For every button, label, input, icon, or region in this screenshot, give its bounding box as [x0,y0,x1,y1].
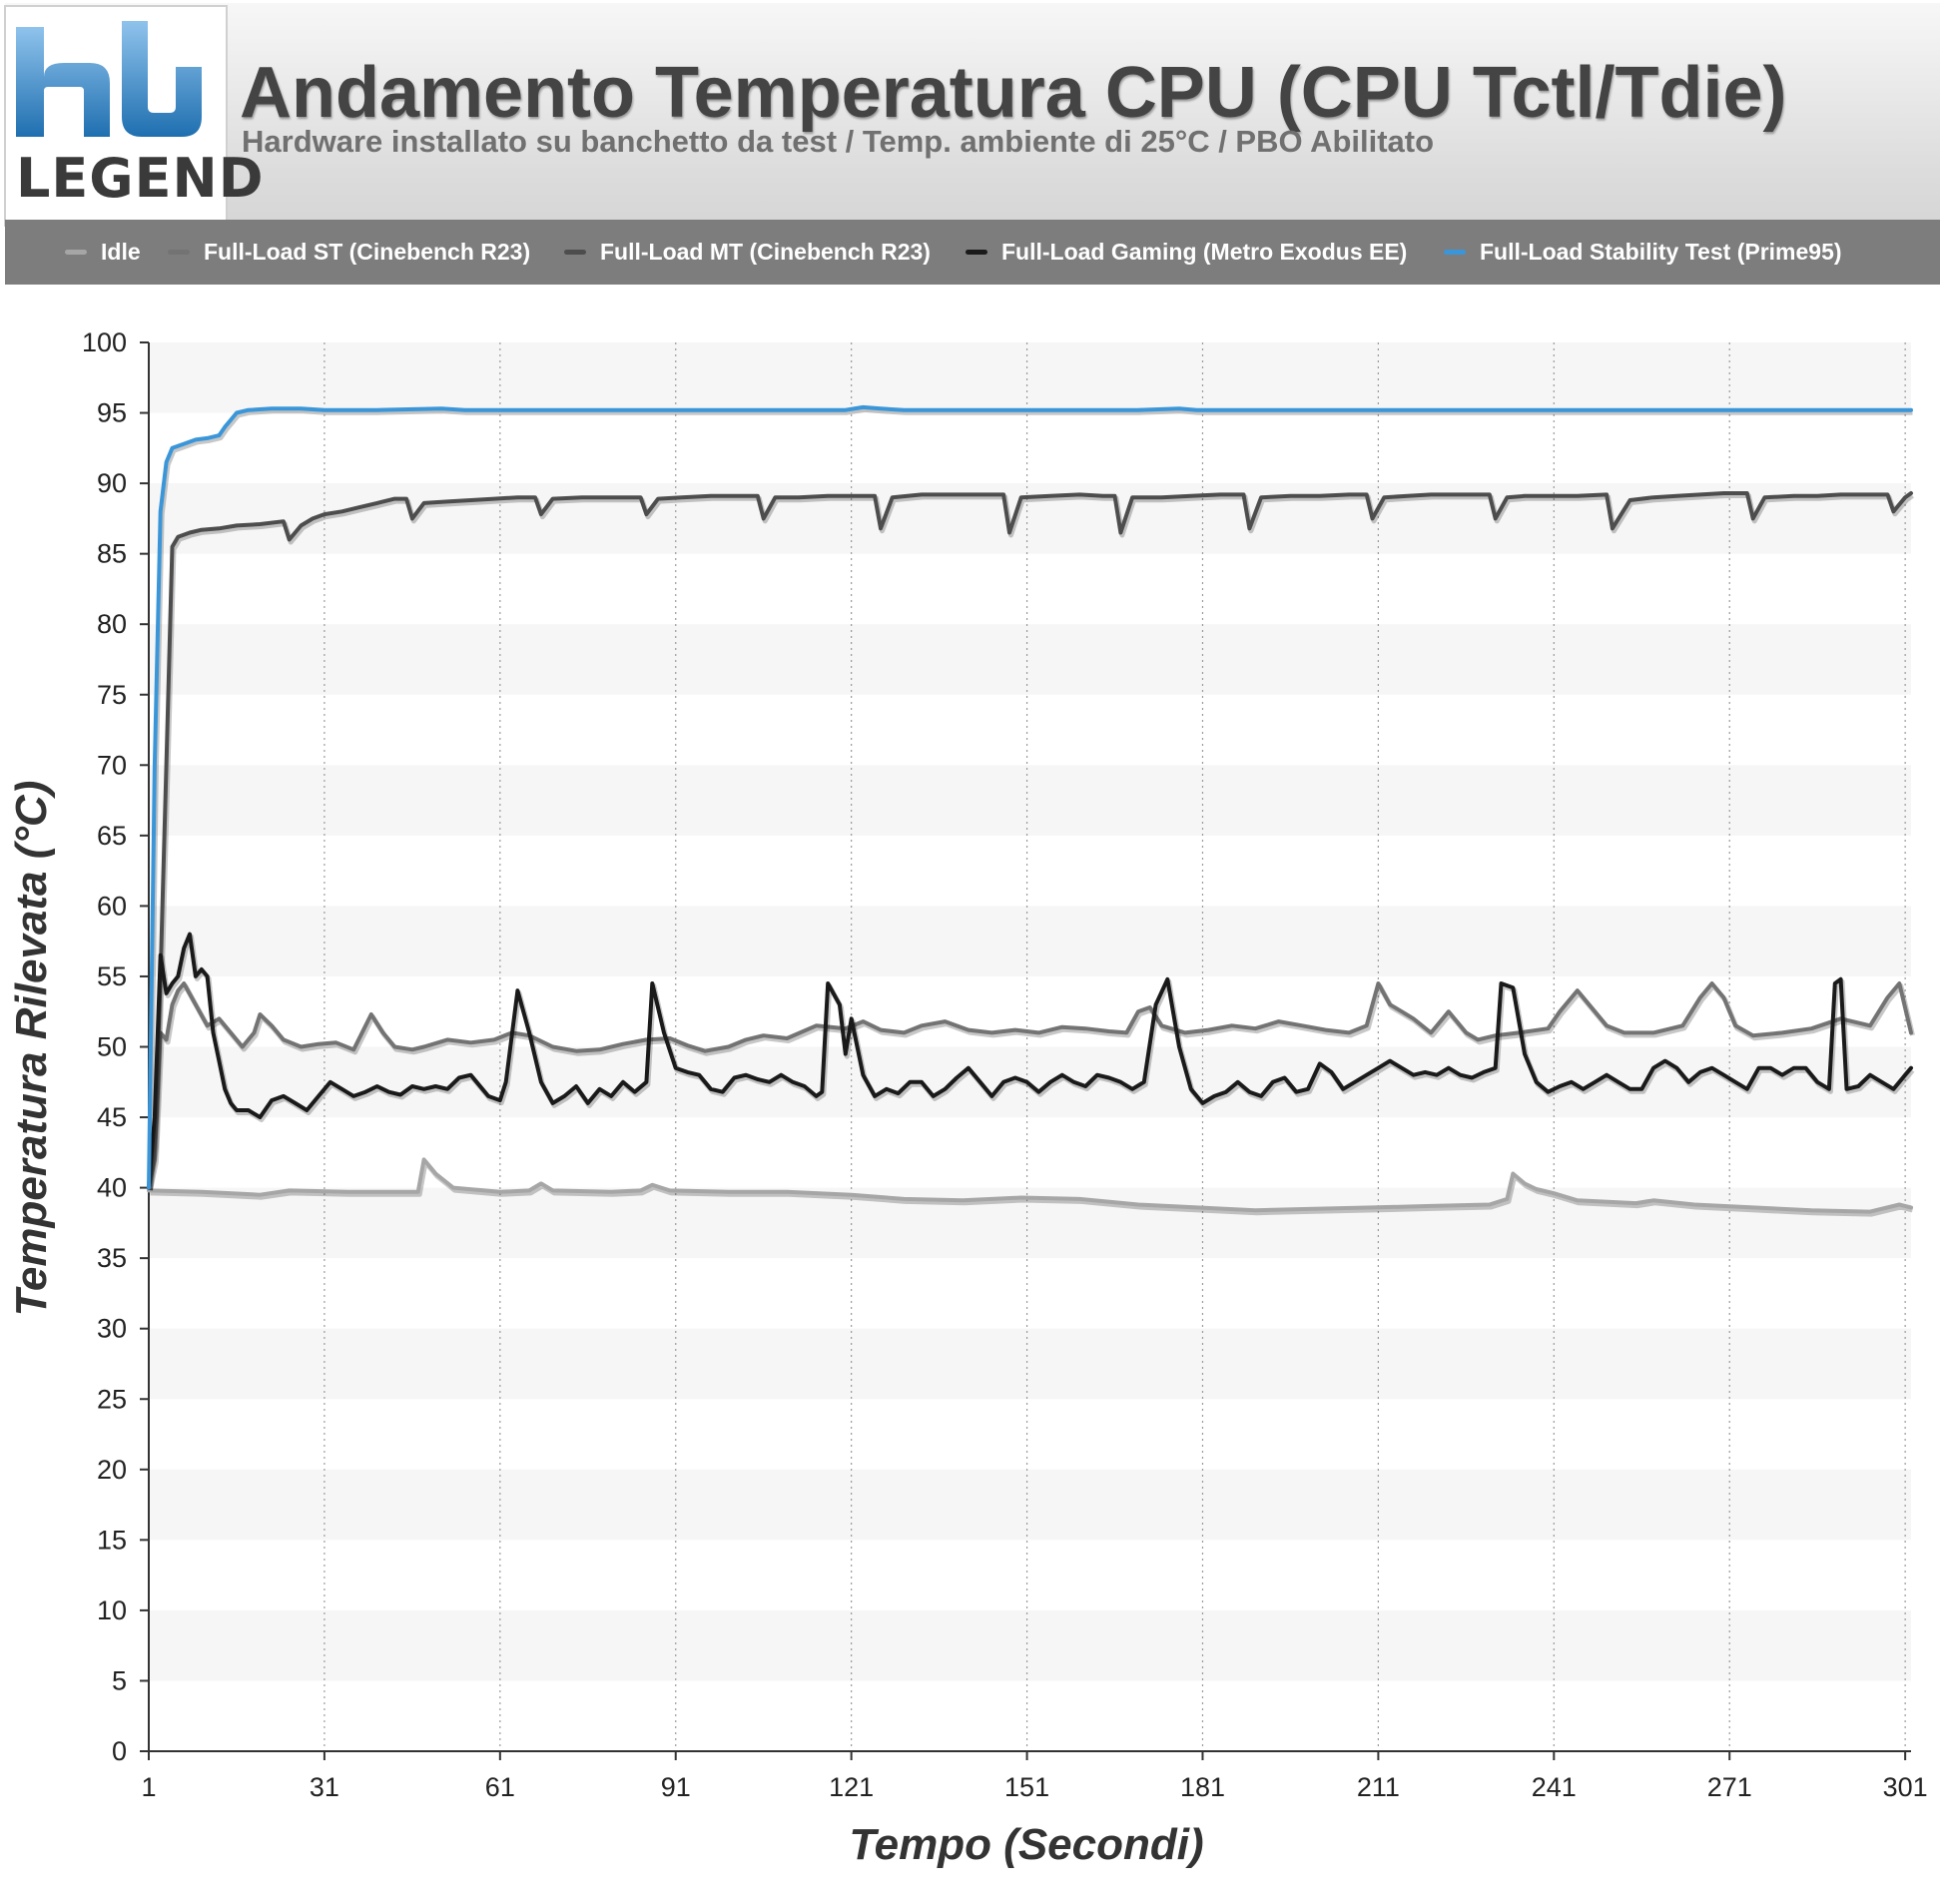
plot-band [149,1609,1911,1681]
chart-title: Andamento Temperatura CPU (CPU Tctl/Tdie… [240,53,1787,133]
y-tick-label: 5 [112,1665,127,1695]
x-tick-label: 271 [1707,1772,1752,1802]
legend-label-gaming: Full-Load Gaming (Metro Exodus EE) [1001,239,1408,265]
legend-label-mt: Full-Load MT (Cinebench R23) [600,239,931,265]
legend-item-gaming: Full-Load Gaming (Metro Exodus EE) [966,220,1407,285]
x-tick-label: 151 [1004,1772,1049,1802]
legend-label-prime95: Full-Load Stability Test (Prime95) [1480,239,1842,265]
logo-mark-icon [16,21,202,137]
x-tick-label: 91 [661,1772,691,1802]
y-tick-label: 95 [97,398,127,428]
series-line-2 [147,491,1913,1190]
series-lines [147,404,1915,1217]
x-axis-ticks: 1 31 61 91 121 151 181 211 241 271 301 [141,1751,1928,1802]
legend-swatch-idle [65,250,87,255]
x-tick-label: 31 [310,1772,339,1802]
x-tick-label: 61 [485,1772,515,1802]
y-tick-label: 25 [97,1384,127,1414]
legend-swatch-mt [564,250,586,255]
y-tick-label: 100 [82,327,127,357]
legend-swatch-st [168,250,190,255]
series-line-1 [147,981,1913,1190]
y-tick-label: 45 [97,1102,127,1132]
plot-band [149,1469,1911,1541]
series-line-4 [147,404,1913,1190]
legend-swatch-prime95 [1444,250,1466,255]
y-tick-label: 85 [97,539,127,569]
legend-swatch-gaming [966,250,987,255]
vertical-gridlines [324,342,1906,1751]
plot-band [149,624,1911,695]
y-tick-label: 65 [97,821,127,851]
y-tick-label: 10 [97,1595,127,1625]
plot-band [149,765,1911,836]
x-tick-label: 301 [1883,1772,1928,1802]
x-tick-label: 121 [829,1772,874,1802]
x-tick-label: 181 [1180,1772,1225,1802]
x-tick-label: 1 [141,1772,156,1802]
y-tick-label: 30 [97,1314,127,1344]
y-axis-ticks: 0 5 10 15 20 25 30 35 40 45 50 55 60 65 70 75 80 85 90 95 10… [82,327,149,1766]
y-tick-label: 15 [97,1525,127,1555]
legend-label-st: Full-Load ST (Cinebench R23) [204,239,531,265]
x-axis-title: Tempo (Secondi) [849,1820,1203,1869]
legend: Idle Full-Load ST (Cinebench R23) Full-L… [5,220,1940,285]
y-tick-label: 80 [97,609,127,639]
series-line-0 [147,1157,1913,1214]
x-tick-label: 241 [1532,1772,1577,1802]
y-tick-label: 75 [97,680,127,710]
legend-item-st: Full-Load ST (Cinebench R23) [168,220,530,285]
plot-band [149,1328,1911,1400]
series-shadow-4 [148,406,1913,1191]
y-axis-title: Temperatura Rilevata (°C) [7,781,56,1317]
y-tick-label: 55 [97,961,127,991]
legend-item-prime95: Full-Load Stability Test (Prime95) [1444,220,1842,285]
y-tick-label: 35 [97,1243,127,1273]
y-tick-label: 70 [97,750,127,780]
plot-bands [149,342,1911,1681]
legend-item-mt: Full-Load MT (Cinebench R23) [564,220,931,285]
series-line-3 [147,932,1913,1190]
y-tick-label: 60 [97,891,127,921]
y-tick-label: 90 [97,468,127,498]
y-tick-label: 0 [112,1736,127,1766]
plot-band [149,342,1911,413]
chart-subtitle: Hardware installato su banchetto da test… [242,124,1435,159]
plot-band [149,906,1911,976]
y-tick-label: 40 [97,1173,127,1203]
legend-logo: LEGEND [6,7,264,225]
legend-label-idle: Idle [101,239,141,265]
legend-item-idle: Idle [65,220,141,285]
x-tick-label: 211 [1357,1772,1400,1802]
series-shadow-2 [148,493,1914,1191]
y-tick-label: 20 [97,1455,127,1485]
y-tick-label: 50 [97,1032,127,1062]
